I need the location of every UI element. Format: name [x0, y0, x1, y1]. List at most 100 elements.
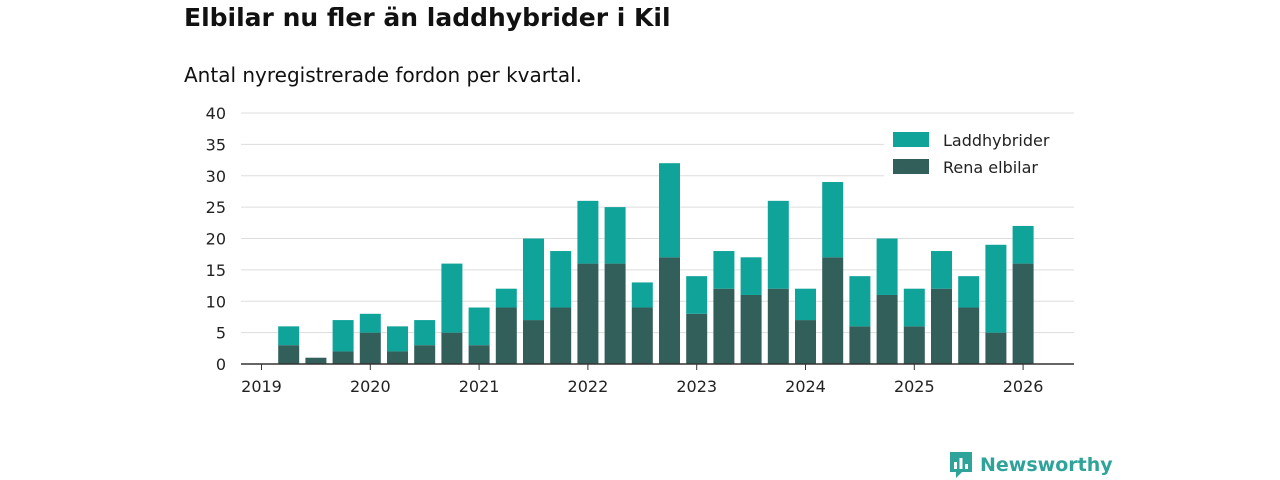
- bar-group: [985, 244, 1007, 364]
- bar-laddhybrider: [523, 238, 544, 321]
- bar-group: [305, 357, 327, 364]
- bar-group: [577, 200, 599, 364]
- bar-group: [958, 276, 980, 364]
- bar-laddhybrider: [659, 163, 680, 258]
- bar-rena-elbilar: [876, 294, 898, 364]
- y-tick-label: 25: [206, 198, 226, 217]
- y-tick-label: 5: [216, 324, 226, 343]
- bar-group: [931, 251, 952, 364]
- bar-laddhybrider: [822, 182, 844, 258]
- bar-rena-elbilar: [822, 257, 844, 364]
- bar-rena-elbilar: [332, 351, 354, 364]
- bar-laddhybrider: [876, 238, 898, 295]
- bar-rena-elbilar: [278, 345, 300, 364]
- bar-group: [659, 163, 680, 364]
- bar-rena-elbilar: [795, 320, 816, 364]
- bar-group: [604, 207, 626, 364]
- bar-rena-elbilar: [577, 263, 599, 364]
- bar-rena-elbilar: [849, 326, 871, 364]
- bar-laddhybrider: [359, 313, 381, 333]
- bar-rena-elbilar: [604, 263, 626, 364]
- bar-rena-elbilar: [931, 288, 952, 364]
- bar-group: [713, 251, 735, 364]
- legend: Laddhybrider Rena elbilar: [884, 126, 1074, 182]
- newsworthy-logo-icon: [950, 452, 972, 478]
- bar-laddhybrider: [550, 251, 572, 308]
- bar-laddhybrider: [414, 320, 436, 346]
- bar-laddhybrider: [903, 288, 925, 327]
- bar-rena-elbilar: [441, 332, 463, 364]
- bar-laddhybrider: [631, 282, 653, 308]
- bar-rena-elbilar: [767, 288, 789, 364]
- bar-group: [1012, 225, 1034, 364]
- x-tick-label: 2024: [785, 377, 826, 396]
- bar-rena-elbilar: [740, 294, 762, 364]
- bar-rena-elbilar: [305, 357, 327, 364]
- bar-laddhybrider: [958, 276, 980, 308]
- y-tick-label: 40: [206, 104, 226, 123]
- brand-name: Newsworthy: [980, 454, 1113, 476]
- bar-laddhybrider: [849, 276, 871, 327]
- bar-group: [903, 288, 925, 364]
- bar-laddhybrider: [931, 251, 952, 289]
- x-tick-label: 2025: [894, 377, 935, 396]
- bar-rena-elbilar: [387, 351, 408, 364]
- bar-group: [849, 276, 871, 364]
- x-tick-label: 2026: [1003, 377, 1044, 396]
- brand: Newsworthy: [948, 450, 1113, 480]
- bar-group: [441, 263, 463, 364]
- x-tick-label: 2020: [350, 377, 391, 396]
- bar-laddhybrider: [740, 257, 762, 295]
- x-tick-label: 2021: [459, 377, 500, 396]
- bar-laddhybrider: [495, 288, 517, 308]
- bar-rena-elbilar: [1012, 263, 1034, 364]
- bar-rena-elbilar: [686, 313, 708, 364]
- bar-laddhybrider: [795, 288, 816, 321]
- bar-rena-elbilar: [523, 320, 544, 364]
- x-tick-label: 2022: [568, 377, 609, 396]
- bar-laddhybrider: [604, 207, 626, 264]
- legend-swatch: [893, 159, 929, 174]
- bar-laddhybrider: [468, 307, 490, 346]
- bar-laddhybrider: [686, 276, 708, 314]
- bar-group: [795, 288, 816, 364]
- y-tick-label: 35: [206, 135, 226, 154]
- legend-label: Laddhybrider: [943, 131, 1050, 150]
- legend-swatch: [893, 132, 929, 147]
- bar-rena-elbilar: [713, 288, 735, 364]
- bar-rena-elbilar: [958, 307, 980, 364]
- bars: [278, 163, 1034, 364]
- bar-rena-elbilar: [550, 307, 572, 364]
- chart-title: Elbilar nu fler än laddhybrider i Kil: [184, 3, 671, 32]
- bar-group: [740, 257, 762, 364]
- bar-laddhybrider: [767, 200, 789, 289]
- bar-group: [468, 307, 490, 364]
- bar-group: [387, 326, 408, 364]
- bar-group: [495, 288, 517, 364]
- y-tick-label: 30: [206, 167, 226, 186]
- bar-rena-elbilar: [359, 332, 381, 364]
- chart-subtitle: Antal nyregistrerade fordon per kvartal.: [184, 63, 583, 87]
- bar-group: [550, 251, 572, 364]
- y-tick-label: 10: [206, 292, 226, 311]
- bar-laddhybrider: [278, 326, 300, 346]
- bar-group: [359, 313, 381, 364]
- bar-rena-elbilar: [468, 345, 490, 364]
- bar-laddhybrider: [387, 326, 408, 352]
- bar-laddhybrider: [713, 251, 735, 289]
- bar-group: [631, 282, 653, 364]
- x-axis-ticks: 2019 2020 2021 2022 2023 2024 2025 2026: [241, 364, 1043, 396]
- x-tick-label: 2019: [241, 377, 282, 396]
- bar-rena-elbilar: [414, 345, 436, 364]
- bar-rena-elbilar: [631, 307, 653, 364]
- bar-group: [523, 238, 544, 364]
- y-axis-tick-labels: 0 5 10 15 20 25 30 35 40: [206, 104, 226, 374]
- bar-laddhybrider: [1012, 225, 1034, 264]
- bar-group: [332, 320, 354, 364]
- bar-rena-elbilar: [903, 326, 925, 364]
- bar-group: [876, 238, 898, 364]
- y-tick-label: 15: [206, 261, 226, 280]
- bar-group: [686, 276, 708, 364]
